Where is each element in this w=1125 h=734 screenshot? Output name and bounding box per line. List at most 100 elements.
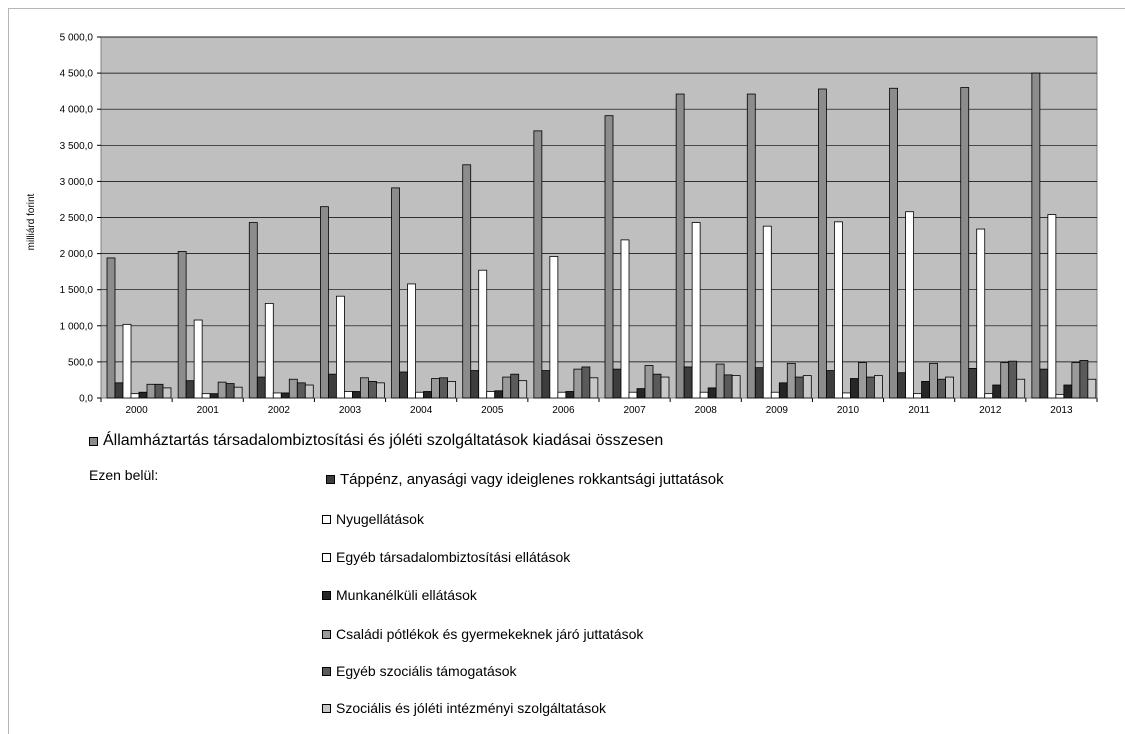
legend-swatch [322,629,331,639]
bar [762,225,772,399]
bar [573,368,583,399]
legend-item: Táppénz, anyasági vagy ideiglenes rokkan… [326,471,724,488]
bar [1055,393,1065,399]
legend-label: Szociális és jóléti intézményi szolgálta… [336,700,607,716]
bar [138,391,148,399]
bar [193,319,203,399]
legend-swatch [322,552,331,562]
legend-item: Nyugellátások [322,511,424,527]
bar [518,380,528,399]
bar-chart: 0,0 500,0 1 000,0 1 500,0 2 000,0 2 500,0 3 00… [26,33,1098,416]
bar [462,164,472,399]
x-tick-label: 2012 [979,405,1002,416]
bar [874,375,883,399]
legend-main-label: Államháztartás társadalombiztosítási és … [103,432,664,449]
bar [368,380,377,399]
bar [818,88,827,399]
bar [1063,384,1073,399]
legend-item: Szociális és jóléti intézményi szolgálta… [322,700,606,716]
bar [683,366,693,399]
bar [177,251,187,399]
bar [960,87,970,399]
bar [201,393,211,399]
bar [754,367,764,399]
bar [905,211,914,399]
legend-item: Családi pótlékok és gyermekeknek járó ju… [322,626,643,642]
bar [968,367,978,399]
bar [494,390,504,399]
bar [256,376,266,399]
bar [510,373,520,399]
bar [296,382,306,399]
bar [1087,378,1097,399]
bar [984,393,994,399]
bar [770,391,780,399]
bar [352,391,361,399]
bar [486,391,496,399]
bar [628,391,638,399]
bar [565,391,575,399]
bar [360,377,369,399]
y-tick-label: 3 000,0 [60,177,94,188]
legend-item: Munkanélküli ellátások [322,587,477,603]
bar [794,376,804,399]
x-tick-label: 2013 [1050,405,1073,416]
bar [1008,360,1018,399]
bar [731,375,741,399]
x-tick-label: 2000 [125,405,148,416]
bar [778,382,788,399]
bar [288,378,298,399]
y-tick-label: 3 500,0 [60,141,94,152]
bar [897,372,906,399]
bar [660,376,670,399]
bar [106,257,116,399]
x-tick-label: 2011 [908,405,930,416]
bar [929,362,938,399]
legend-label: Munkanélküli ellátások [336,587,477,603]
bar [549,256,559,399]
bar [146,383,156,399]
bar [1047,214,1057,399]
legend-item: Egyéb társadalombiztosítási ellátások [322,549,570,565]
y-tick-label: 500,0 [68,357,93,368]
bar [162,387,172,399]
bar [280,392,290,399]
y-tick-label: 0,0 [79,394,93,405]
y-tick-label: 1 500,0 [60,285,94,296]
bar [431,378,440,399]
bar [707,387,717,399]
bar [470,370,480,399]
bar [1031,72,1041,399]
y-tick-label: 2 500,0 [60,213,94,224]
y-tick-label: 5 000,0 [60,33,94,44]
bar [248,222,258,399]
legend-swatch [322,666,331,676]
bar [699,391,709,399]
bar [644,365,654,399]
bar [620,239,630,399]
bar [533,130,543,399]
bar [225,383,235,399]
bar [130,393,140,399]
legend-swatch [322,590,331,600]
bar [691,222,701,399]
bar [866,376,875,399]
bar [1079,360,1089,399]
bar [858,362,867,399]
bar [272,392,282,399]
bar [604,115,614,399]
bar [834,221,843,399]
bar [675,93,685,399]
legend-item: Egyéb szociális támogatások [322,663,517,679]
bar [976,228,986,399]
bar [802,375,812,399]
y-tick-label: 1 000,0 [60,321,94,332]
bar [233,386,243,399]
bar [391,187,400,399]
bar [842,392,851,399]
bar [447,380,456,399]
bar [1039,368,1049,399]
bar [652,373,662,399]
bar [992,384,1002,399]
chart-frame [8,8,1125,734]
